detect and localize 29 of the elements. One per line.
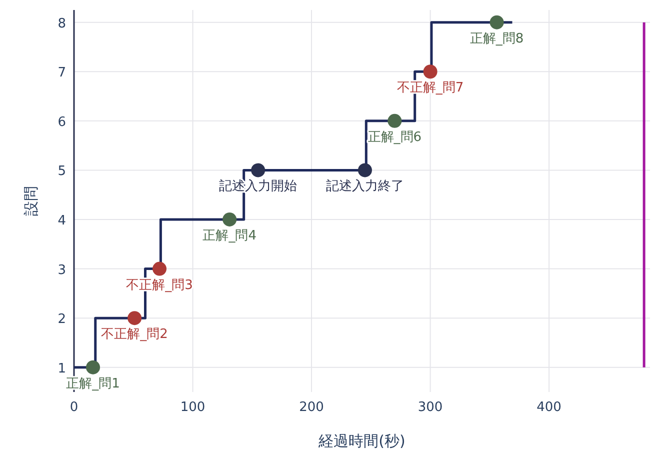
y-tick-label: 8	[58, 16, 66, 32]
point	[490, 15, 504, 30]
y-tick-label: 6	[58, 114, 66, 130]
y-tick-label: 1	[58, 361, 66, 376]
data-label: 正解_問8	[470, 31, 524, 46]
data-label: 正解_問6	[368, 130, 422, 145]
x-tick-label: 400	[536, 400, 562, 415]
y-axis-title: 設問	[22, 186, 40, 216]
point	[128, 311, 142, 326]
point	[251, 163, 266, 178]
x-tick-label: 0	[70, 400, 78, 415]
x-tick-label: 100	[180, 400, 206, 415]
y-tick-label: 2	[58, 312, 66, 328]
x-axis-title: 経過時間(秒)	[318, 432, 406, 450]
y-tick-label: 4	[58, 213, 66, 228]
point	[86, 360, 100, 374]
x-tick-label: 300	[418, 400, 443, 415]
y-tick-label: 5	[58, 164, 66, 180]
point	[222, 212, 237, 226]
point	[152, 262, 167, 276]
data-label: 記述入力終了	[326, 179, 404, 194]
point	[358, 163, 372, 178]
y-tick-label: 7	[58, 66, 66, 81]
data-label: 正解_問4	[202, 228, 256, 244]
x-tick-label: 200	[299, 400, 324, 415]
point	[423, 64, 438, 79]
point	[388, 114, 402, 128]
y-tick-label: 3	[58, 262, 66, 278]
data-label: 不正解_問2	[101, 327, 168, 342]
